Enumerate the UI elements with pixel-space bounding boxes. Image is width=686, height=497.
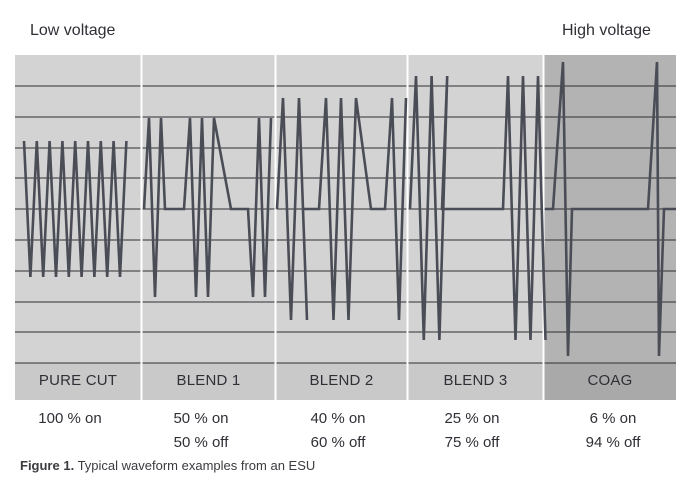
mode-label-pure-cut: PURE CUT: [38, 372, 118, 389]
waveform-coag: [545, 61, 676, 357]
mode-label-blend-1: BLEND 1: [176, 372, 241, 389]
waveform-pure-cut: [22, 140, 128, 278]
duty-off-blend-1: 50 % off: [173, 434, 229, 451]
duty-cycle-blend-1: 50 % on 50 % off: [142, 407, 260, 455]
duty-off-blend-2: 60 % off: [310, 434, 366, 451]
duty-on-blend-2: 40 % on: [310, 410, 366, 427]
duty-cycle-blend-2: 40 % on 60 % off: [276, 407, 400, 455]
mode-label-blend-3: BLEND 3: [443, 372, 508, 389]
duty-cycle-pure-cut: 100 % on: [15, 407, 125, 431]
waveform-blend-1: [142, 117, 273, 298]
duty-cycle-coag: 6 % on 94 % off: [544, 407, 682, 455]
waveform-blend-3: [408, 75, 547, 341]
label-band-blend-1: [142, 363, 275, 400]
high-voltage-label: High voltage: [562, 22, 651, 39]
duty-on-blend-1: 50 % on: [173, 410, 229, 427]
duty-on-blend-3: 25 % on: [444, 410, 500, 427]
label-band-blend-2: [276, 363, 407, 400]
mode-label-blend-2: BLEND 2: [309, 372, 374, 389]
duty-on-coag: 6 % on: [589, 410, 637, 427]
low-voltage-label: Low voltage: [30, 22, 116, 39]
figure-caption-text: Typical waveform examples from an ESU: [77, 458, 316, 473]
duty-off-blend-3: 75 % off: [444, 434, 500, 451]
label-band-pure-cut: [15, 363, 141, 400]
duty-cycle-blend-3: 25 % on 75 % off: [408, 407, 536, 455]
label-band-coag: [544, 363, 676, 400]
waveform-blend-2: [275, 97, 408, 321]
duty-off-coag: 94 % off: [585, 434, 641, 451]
label-band-blend-3: [408, 363, 543, 400]
duty-on-pure-cut: 100 % on: [38, 410, 102, 427]
mode-label-coag: COAG: [587, 372, 633, 389]
figure-caption-label: Figure 1.: [20, 458, 75, 473]
figure-caption: Figure 1. Typical waveform examples from…: [20, 458, 315, 473]
